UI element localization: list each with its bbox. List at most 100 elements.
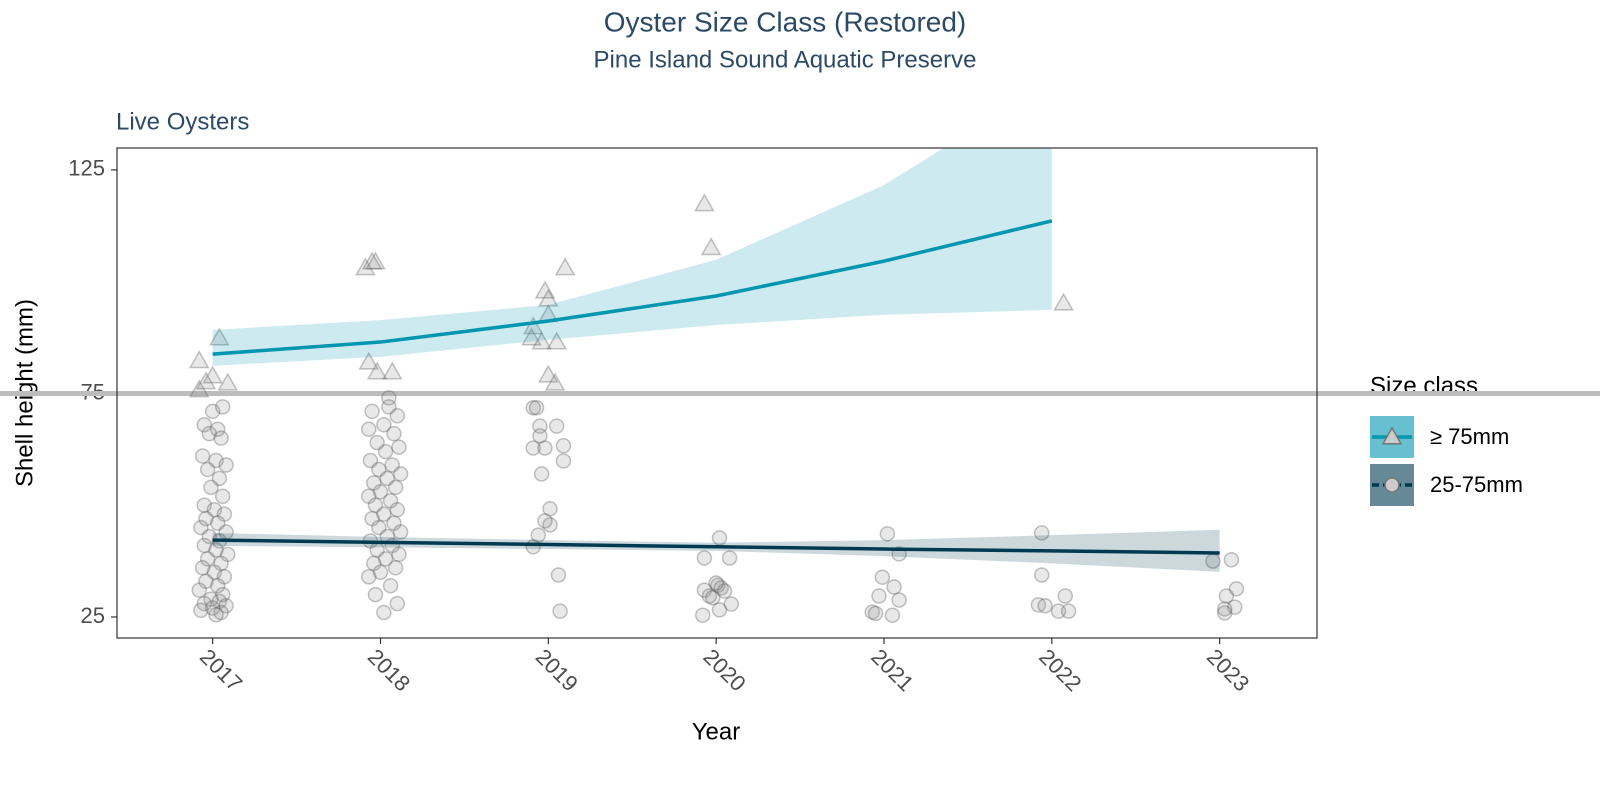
data-point bbox=[1218, 588, 1235, 604]
data-point bbox=[372, 484, 389, 500]
data-point bbox=[1034, 567, 1050, 583]
data-point bbox=[360, 569, 377, 585]
data-point bbox=[886, 579, 902, 595]
data-point bbox=[542, 517, 558, 533]
trend-line bbox=[212, 538, 1220, 555]
data-point bbox=[700, 237, 722, 256]
data-point bbox=[198, 510, 214, 527]
data-point bbox=[199, 461, 216, 478]
data-point bbox=[864, 604, 880, 620]
data-point bbox=[196, 595, 213, 612]
data-point bbox=[1228, 581, 1245, 597]
data-point bbox=[538, 288, 559, 307]
data-point bbox=[216, 506, 233, 522]
data-point bbox=[555, 453, 572, 469]
data-point bbox=[721, 550, 738, 566]
data-point bbox=[694, 607, 711, 623]
data-point bbox=[533, 466, 550, 482]
data-point bbox=[361, 251, 383, 270]
data-point bbox=[214, 488, 231, 505]
data-point bbox=[209, 421, 226, 437]
data-point bbox=[696, 550, 713, 566]
data-point bbox=[367, 586, 384, 603]
legend-label: ≥ 75mm bbox=[1430, 424, 1509, 449]
data-point bbox=[701, 588, 718, 604]
data-point bbox=[360, 488, 377, 505]
data-point bbox=[710, 577, 726, 593]
data-point bbox=[1034, 525, 1050, 541]
data-point bbox=[209, 515, 226, 531]
data-point bbox=[705, 590, 721, 606]
data-point bbox=[213, 604, 229, 621]
data-point bbox=[208, 607, 224, 623]
data-point bbox=[723, 596, 740, 612]
plot-area bbox=[188, 148, 1245, 623]
data-point bbox=[522, 316, 544, 335]
data-point bbox=[392, 524, 409, 540]
data-point bbox=[204, 600, 221, 616]
data-point bbox=[194, 448, 211, 464]
data-point bbox=[193, 519, 209, 536]
data-point bbox=[384, 457, 400, 473]
data-point bbox=[531, 331, 552, 350]
data-point bbox=[521, 327, 542, 346]
data-point bbox=[525, 440, 541, 456]
data-point bbox=[196, 537, 213, 554]
data-point bbox=[382, 492, 399, 509]
data-point bbox=[371, 519, 387, 536]
data-point bbox=[196, 416, 213, 433]
data-point bbox=[548, 418, 565, 434]
data-point bbox=[201, 425, 218, 442]
data-point bbox=[196, 497, 213, 513]
data-point bbox=[377, 551, 394, 567]
data-point bbox=[214, 399, 231, 415]
data-point bbox=[366, 361, 388, 380]
data-point bbox=[376, 604, 392, 621]
data-point bbox=[1057, 588, 1074, 604]
data-point bbox=[534, 280, 556, 299]
data-point bbox=[382, 577, 399, 594]
data-point bbox=[528, 400, 545, 416]
data-point bbox=[191, 582, 207, 598]
data-point bbox=[194, 560, 211, 576]
chart-title: Oyster Size Class (Restored) bbox=[604, 6, 967, 37]
panel-label: Live Oysters bbox=[116, 108, 249, 135]
data-point bbox=[552, 603, 568, 619]
data-point bbox=[369, 434, 385, 451]
data-point bbox=[188, 379, 210, 398]
data-point bbox=[216, 569, 233, 585]
plot-border bbox=[116, 147, 1318, 639]
data-point bbox=[1053, 292, 1074, 311]
data-point bbox=[366, 475, 382, 491]
data-point bbox=[364, 403, 380, 420]
confidence-ribbon bbox=[212, 148, 1052, 366]
data-point bbox=[213, 555, 229, 572]
data-point bbox=[711, 530, 728, 546]
data-point bbox=[696, 582, 713, 598]
data-point bbox=[554, 257, 576, 276]
data-point bbox=[202, 365, 223, 384]
y-tick-label: 25 bbox=[81, 603, 105, 628]
data-point bbox=[365, 251, 386, 270]
data-point bbox=[389, 501, 406, 518]
data-point bbox=[392, 466, 409, 482]
data-point bbox=[377, 443, 394, 460]
data-point bbox=[209, 327, 230, 346]
data-point bbox=[364, 510, 380, 527]
data-point bbox=[211, 593, 228, 610]
data-point bbox=[871, 588, 887, 604]
confidence-ribbon bbox=[212, 529, 1220, 572]
data-point bbox=[204, 403, 221, 420]
data-point bbox=[371, 461, 387, 478]
data-point bbox=[1381, 426, 1403, 445]
data-point bbox=[694, 193, 715, 212]
data-point bbox=[362, 452, 379, 469]
data-point bbox=[220, 546, 236, 563]
data-point bbox=[218, 457, 234, 473]
data-point bbox=[386, 515, 402, 531]
data-point bbox=[381, 399, 397, 415]
data-point bbox=[193, 602, 209, 619]
